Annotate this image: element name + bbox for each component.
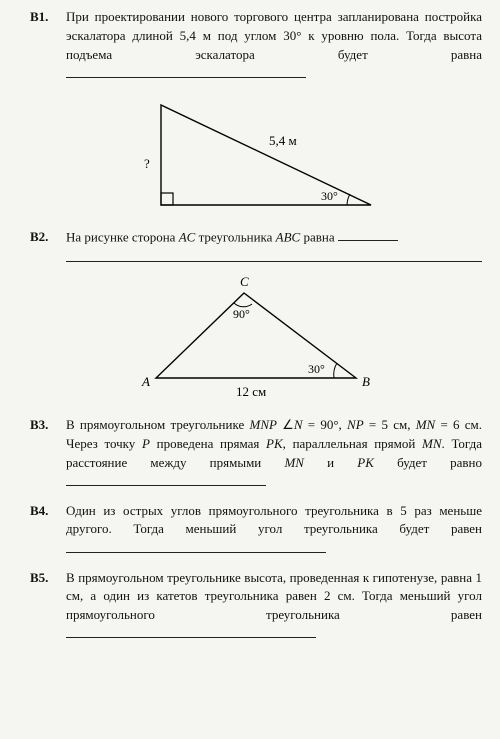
angle-label: 30° — [321, 189, 338, 203]
MN: MN — [284, 455, 304, 470]
P: P — [142, 436, 150, 451]
t: равна — [300, 229, 334, 244]
ABC: ABC — [276, 229, 301, 244]
PK: PK — [266, 436, 283, 451]
N: N — [294, 417, 303, 432]
answer-blank[interactable] — [338, 228, 398, 241]
answer-blank[interactable] — [66, 625, 316, 638]
problem-body: Один из острых углов прямоугольного треу… — [66, 502, 482, 559]
problem-b1: В1. При проектировании нового торгового … — [30, 8, 482, 84]
problem-b3: В3. В прямоугольном треугольнике MNP ∠N … — [30, 416, 482, 492]
B-label: B — [362, 374, 370, 389]
figure-b1: 5,4 м ? 30° — [30, 90, 482, 220]
MN: MN — [422, 436, 442, 451]
page: В1. При проектировании нового торгового … — [0, 0, 500, 739]
AC: AC — [179, 229, 196, 244]
problem-b2: В2. На рисунке сторона AC треугольника A… — [30, 228, 482, 262]
NP: NP — [347, 417, 364, 432]
problem-b5: В5. В прямоугольном треугольнике высота,… — [30, 569, 482, 645]
problem-body: В прямоугольном треугольнике высота, про… — [66, 569, 482, 645]
problem-body: При проектировании нового торгового цент… — [66, 8, 482, 84]
t: В прямоугольном треугольнике — [66, 417, 249, 432]
problem-text: При проектировании нового торгового цент… — [66, 9, 482, 62]
C-label: C — [240, 274, 249, 289]
t: проведена прямая — [150, 436, 266, 451]
angle30: 30° — [308, 362, 325, 376]
MN: MN — [416, 417, 436, 432]
t: треугольника — [195, 229, 275, 244]
t: , параллельная прямой — [283, 436, 422, 451]
problem-body: В прямоугольном треугольнике MNP ∠N = 90… — [66, 416, 482, 492]
t: и — [304, 455, 357, 470]
PK: PK — [357, 455, 374, 470]
answer-blank[interactable] — [66, 539, 326, 552]
t: На рисунке сторона — [66, 229, 179, 244]
answer-blank-line[interactable] — [66, 249, 482, 262]
triangle-b2-svg: C A B 90° 30° 12 см — [126, 268, 386, 408]
answer-blank[interactable] — [66, 472, 266, 485]
problem-b4: В4. Один из острых углов прямоугольного … — [30, 502, 482, 559]
problem-number: В1. — [30, 8, 66, 84]
problem-text: Один из острых углов прямоугольного треу… — [66, 503, 482, 537]
t: = 90°, — [303, 417, 348, 432]
t: будет равно — [374, 455, 482, 470]
problem-text: В прямоугольном треугольнике высота, про… — [66, 570, 482, 623]
problem-number: В3. — [30, 416, 66, 492]
MNP: MNP — [249, 417, 276, 432]
t: ∠ — [277, 417, 294, 432]
A-label: A — [141, 374, 150, 389]
t: = 5 см, — [364, 417, 416, 432]
answer-blank[interactable] — [66, 65, 306, 78]
problem-number: В4. — [30, 502, 66, 559]
problem-body: На рисунке сторона AC треугольника ABC р… — [66, 228, 482, 262]
hyp-label: 5,4 м — [269, 133, 297, 148]
angle90: 90° — [233, 307, 250, 321]
figure-b2: C A B 90° 30° 12 см — [30, 268, 482, 408]
problem-number: В2. — [30, 228, 66, 262]
left-label: ? — [144, 156, 150, 171]
problem-number: В5. — [30, 569, 66, 645]
base-label: 12 см — [236, 384, 266, 399]
triangle-b1-svg: 5,4 м ? 30° — [116, 90, 396, 220]
